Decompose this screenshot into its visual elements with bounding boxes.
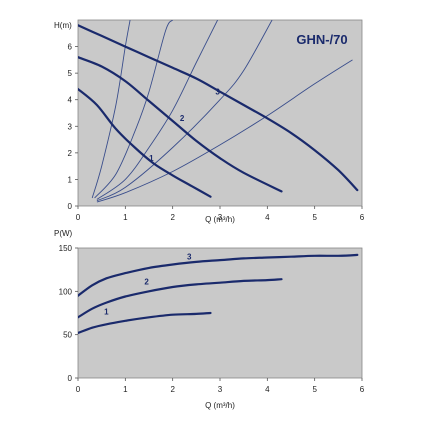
head-system-curve-3 xyxy=(96,20,219,200)
head-y-tick-label: 2 xyxy=(68,149,73,158)
power-x-tick-label: 6 xyxy=(360,385,365,394)
head-curve-label-1: 1 xyxy=(149,154,154,163)
power-x-tick-label: 0 xyxy=(76,385,81,394)
head-system-curve-5 xyxy=(96,59,353,203)
power-x-axis-label: Q (m³/h) xyxy=(205,401,235,410)
power-y-tick-label: 50 xyxy=(63,331,72,340)
head-curve-label-2: 2 xyxy=(180,114,185,123)
chart-title: GHN-/70 xyxy=(296,32,347,47)
power-curve-speed-1 xyxy=(78,311,212,334)
head-plot-area xyxy=(77,19,363,207)
head-y-tick-label: 5 xyxy=(68,69,73,78)
power-curve-label-2: 2 xyxy=(144,277,149,286)
head-x-tick-label: 5 xyxy=(312,213,317,222)
head-x-tick-label: 0 xyxy=(76,213,81,222)
power-x-tick-label: 5 xyxy=(312,385,317,394)
head-x-axis-label: Q (m³/h) xyxy=(205,215,235,224)
head-y-tick-label: 0 xyxy=(68,202,73,211)
power-y-tick-label: 150 xyxy=(59,244,73,253)
head-curve-speed-2 xyxy=(78,56,283,193)
head-y-axis-label: H(m) xyxy=(54,21,72,30)
power-curve-speed-3 xyxy=(78,253,359,297)
power-x-tick-label: 4 xyxy=(265,385,270,394)
power-x-tick-label: 3 xyxy=(218,385,223,394)
head-curve-speed-1 xyxy=(78,88,212,198)
head-x-tick-label: 1 xyxy=(123,213,128,222)
head-x-tick-label: 2 xyxy=(170,213,175,222)
head-x-tick-label: 4 xyxy=(265,213,270,222)
head-curve-speed-3 xyxy=(78,24,359,192)
head-system-curve-4 xyxy=(96,20,273,202)
head-system-curve-1 xyxy=(91,20,131,199)
power-y-tick-label: 0 xyxy=(68,374,73,383)
head-y-tick-label: 6 xyxy=(68,43,73,52)
power-curve-label-1: 1 xyxy=(104,308,109,317)
power-curve-label-3: 3 xyxy=(187,252,192,261)
power-curve-speed-2 xyxy=(78,278,283,319)
power-plot-area xyxy=(77,247,363,379)
head-y-tick-label: 4 xyxy=(68,96,73,105)
power-y-tick-label: 100 xyxy=(59,287,73,296)
head-y-tick-label: 3 xyxy=(68,122,73,131)
head-y-tick-label: 1 xyxy=(68,175,73,184)
head-x-tick-label: 6 xyxy=(360,213,365,222)
head-curve-label-3: 3 xyxy=(215,87,220,96)
head-x-tick-label: 3 xyxy=(218,213,223,222)
power-y-axis-label: P(W) xyxy=(54,229,73,238)
head-system-curve-2 xyxy=(94,20,174,199)
power-x-tick-label: 1 xyxy=(123,385,128,394)
power-x-tick-label: 2 xyxy=(170,385,175,394)
